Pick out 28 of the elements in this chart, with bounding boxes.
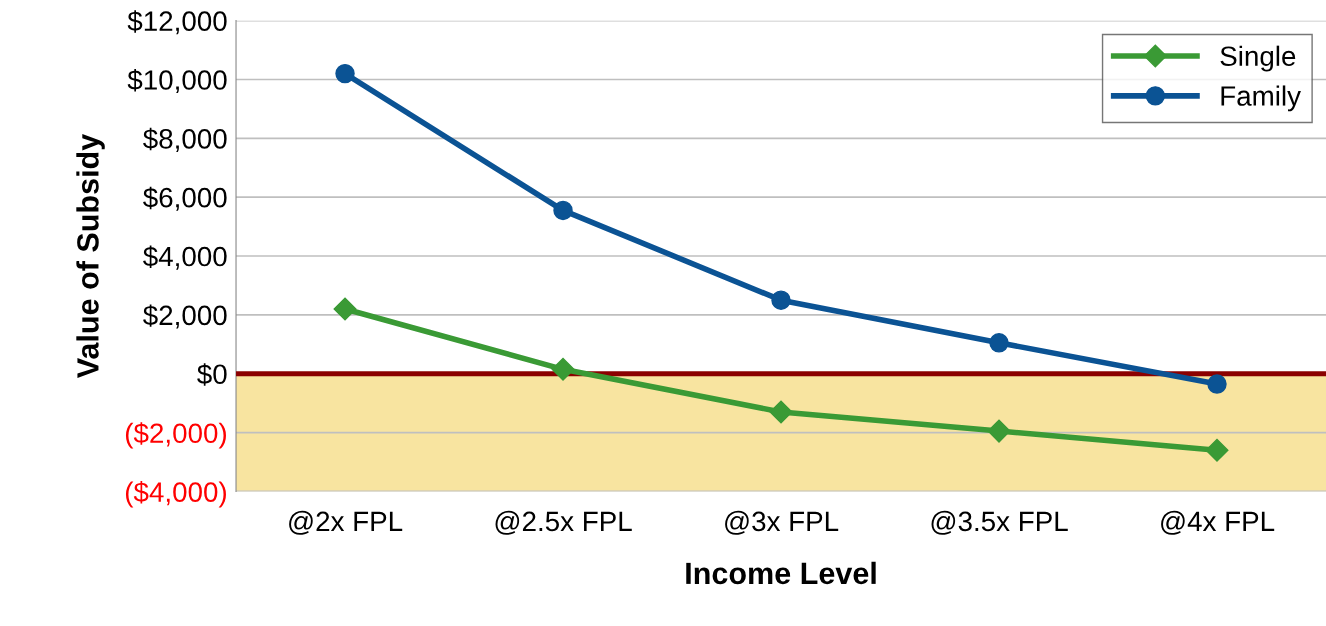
x-tick-label: @3x FPL: [725, 510, 839, 535]
y-tick-label: $6,000: [143, 186, 227, 211]
y-tick-label: $0: [197, 363, 227, 386]
x-tick-label: @2x FPL: [289, 510, 403, 535]
point: [769, 400, 793, 424]
x-axis-title: Income Level: [686, 561, 876, 585]
legend-label: Family: [1221, 85, 1301, 112]
point: [551, 357, 575, 381]
x-tick-label: @2.5x FPL: [495, 510, 632, 535]
x-tick-label: @3.5x FPL: [931, 510, 1068, 535]
x-tick-label: @4x FPL: [1161, 510, 1275, 535]
point: [1205, 438, 1229, 462]
y-tick-label: ($4,000): [125, 481, 226, 508]
point: [335, 63, 355, 84]
point: [1207, 374, 1227, 394]
y-tick-label: $12,000: [127, 10, 227, 35]
point: [771, 290, 791, 310]
y-tick-label: ($2,000): [125, 422, 226, 449]
y-tick-label: $8,000: [143, 127, 227, 152]
y-tick-label: $2,000: [143, 304, 227, 329]
point: [989, 333, 1009, 353]
point: [333, 297, 357, 321]
point: [987, 419, 1011, 443]
y-tick-label: $10,000: [127, 69, 227, 94]
y-axis-title: Value of Subsidy: [76, 133, 105, 379]
legend-label: Single: [1220, 45, 1296, 72]
point: [553, 200, 573, 221]
y-tick-label: $4,000: [143, 245, 227, 270]
